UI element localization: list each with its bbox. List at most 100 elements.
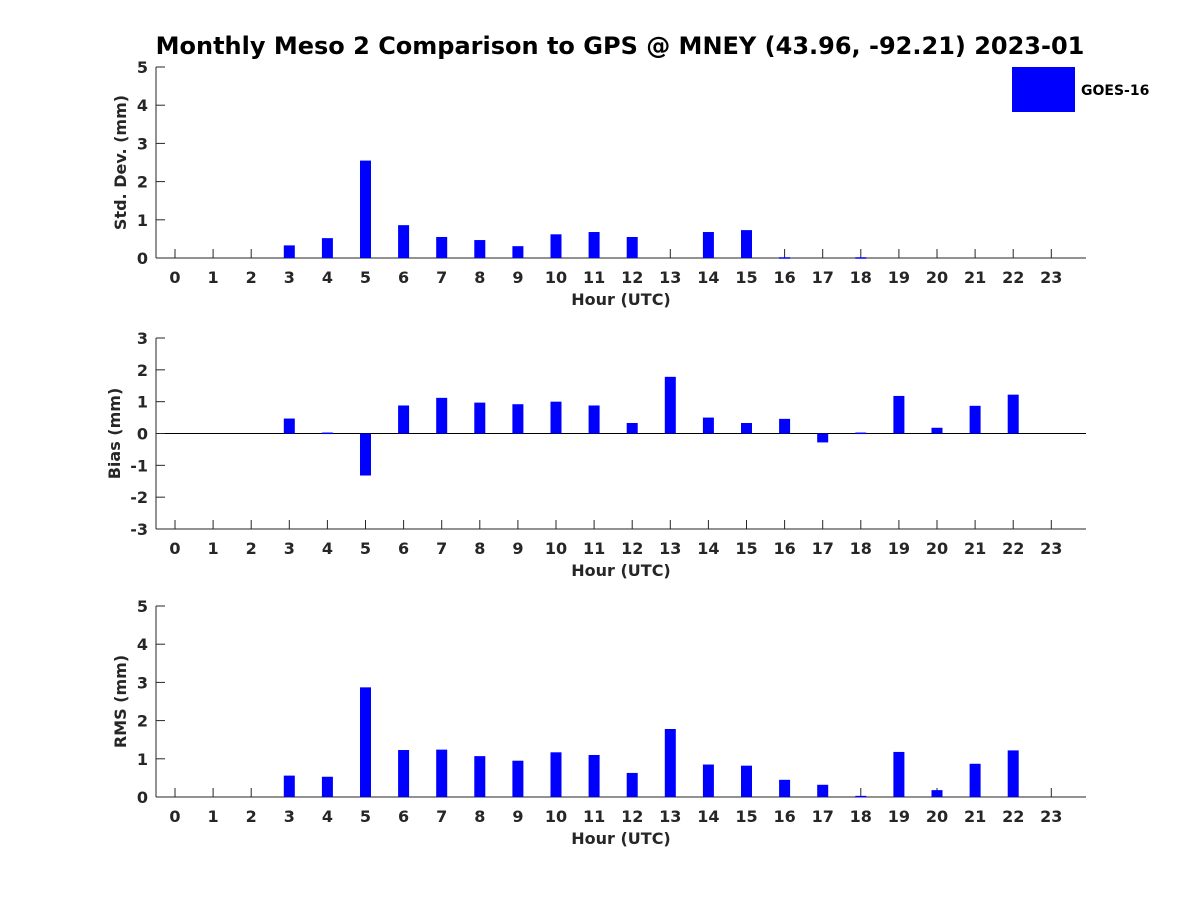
std-xtick-label: 23 xyxy=(1040,268,1062,287)
bias-xtick-label: 13 xyxy=(659,539,681,558)
std-bar-hour-15 xyxy=(741,230,752,258)
std-bar-hour-12 xyxy=(626,236,638,258)
bias-bar-hour-18 xyxy=(855,432,867,435)
bias-xtick-label: 20 xyxy=(926,539,948,558)
rms-xtick-label: 19 xyxy=(888,807,910,826)
rms-bar-hour-18 xyxy=(855,795,867,798)
rms-bar-hour-7 xyxy=(436,749,448,797)
bias-bar-hour-11 xyxy=(588,405,600,434)
rms-bar-hour-16 xyxy=(779,779,791,797)
rms-xtick-label: 11 xyxy=(583,807,605,826)
rms-xtick-label: 18 xyxy=(850,807,872,826)
std-ytick-label: 5 xyxy=(137,58,148,77)
rms-xtick-label: 13 xyxy=(659,807,681,826)
rms-xtick-label: 14 xyxy=(697,807,719,826)
std-xtick-label: 9 xyxy=(512,268,523,287)
std-xtick-label: 6 xyxy=(398,268,409,287)
rms-xtick-label: 17 xyxy=(812,807,834,826)
rms-xtick-label: 4 xyxy=(322,807,333,826)
std-xtick-label: 21 xyxy=(964,268,986,287)
rms-xtick-label: 20 xyxy=(926,807,948,826)
rms-xtick-label: 7 xyxy=(436,807,447,826)
std-xtick-label: 18 xyxy=(850,268,872,287)
bias-bar-hour-20 xyxy=(931,427,943,434)
bias-xtick-label: 19 xyxy=(888,539,910,558)
bias-xlabel: Hour (UTC) xyxy=(571,561,671,580)
rms-xlabel: Hour (UTC) xyxy=(571,829,671,848)
bias-ytick-label: -3 xyxy=(130,520,148,539)
rms-xtick-label: 12 xyxy=(621,807,643,826)
bias-ytick-label: 3 xyxy=(137,329,148,348)
rms-ytick-label: 5 xyxy=(137,597,148,616)
rms-bar-hour-12 xyxy=(626,772,638,797)
std-bar-hour-18 xyxy=(855,257,867,259)
bias-xtick-label: 17 xyxy=(812,539,834,558)
bias-bar-hour-17 xyxy=(817,433,829,443)
chart-title: Monthly Meso 2 Comparison to GPS @ MNEY … xyxy=(156,32,1085,60)
rms-ylabel: RMS (mm) xyxy=(111,655,130,748)
rms-bar-hour-8 xyxy=(474,756,486,797)
bias-xtick-label: 8 xyxy=(474,539,485,558)
std-xtick-label: 3 xyxy=(284,268,295,287)
bias-ytick-label: 2 xyxy=(137,361,148,380)
bias-ylabel: Bias (mm) xyxy=(105,388,124,480)
rms-bar-hour-14 xyxy=(702,764,714,797)
bias-xtick-label: 22 xyxy=(1002,539,1024,558)
bias-xtick-label: 5 xyxy=(360,539,371,558)
std-bar-hour-9 xyxy=(512,246,524,258)
std-xtick-label: 1 xyxy=(208,268,219,287)
std-xtick-label: 14 xyxy=(697,268,719,287)
rms-xtick-label: 2 xyxy=(246,807,257,826)
std-bar-hour-10 xyxy=(550,234,562,258)
rms-bar-hour-20 xyxy=(931,790,943,797)
std-xtick-label: 12 xyxy=(621,268,643,287)
std-ytick-label: 0 xyxy=(137,249,148,268)
rms-xtick-label: 16 xyxy=(773,807,795,826)
std-bar-hour-14 xyxy=(702,232,714,258)
rms-bar-hour-15 xyxy=(741,765,752,797)
rms-bar-hour-4 xyxy=(321,776,333,797)
bias-bar-hour-15 xyxy=(741,422,752,434)
std-ylabel: Std. Dev. (mm) xyxy=(111,95,130,230)
std-xtick-label: 20 xyxy=(926,268,948,287)
rms-xtick-label: 0 xyxy=(169,807,180,826)
bias-xtick-label: 2 xyxy=(246,539,257,558)
std-bar-hour-4 xyxy=(321,238,333,258)
rms-bar-hour-9 xyxy=(512,760,524,797)
legend-label: GOES-16 xyxy=(1081,83,1149,99)
std-xtick-label: 4 xyxy=(322,268,333,287)
rms-xtick-label: 15 xyxy=(735,807,757,826)
rms-bar-hour-6 xyxy=(398,750,410,797)
bias-bar-hour-16 xyxy=(779,418,791,434)
std-ytick-label: 2 xyxy=(137,173,148,192)
std-xtick-label: 7 xyxy=(436,268,447,287)
bias-xtick-label: 21 xyxy=(964,539,986,558)
std-bar-hour-6 xyxy=(398,225,410,258)
bias-bar-hour-9 xyxy=(512,404,524,434)
std-bar-hour-3 xyxy=(283,245,295,258)
bias-bar-hour-13 xyxy=(664,376,676,434)
bias-bar-hour-4 xyxy=(321,432,333,435)
bias-xtick-label: 10 xyxy=(545,539,567,558)
std-xtick-label: 2 xyxy=(246,268,257,287)
rms-xtick-label: 3 xyxy=(284,807,295,826)
std-xtick-label: 19 xyxy=(888,268,910,287)
rms-xtick-label: 23 xyxy=(1040,807,1062,826)
rms-xtick-label: 21 xyxy=(964,807,986,826)
bias-xtick-label: 3 xyxy=(284,539,295,558)
bias-bar-hour-8 xyxy=(474,402,486,434)
std-xtick-label: 22 xyxy=(1002,268,1024,287)
std-xtick-label: 5 xyxy=(360,268,371,287)
bias-xtick-label: 7 xyxy=(436,539,447,558)
bias-ytick-label: -1 xyxy=(130,456,148,475)
legend-swatch xyxy=(1012,67,1075,112)
std-xtick-label: 16 xyxy=(773,268,795,287)
rms-xtick-label: 10 xyxy=(545,807,567,826)
std-ytick-label: 3 xyxy=(137,134,148,153)
bias-bar-hour-12 xyxy=(626,422,638,434)
rms-bar-hour-3 xyxy=(283,775,295,797)
rms-xtick-label: 1 xyxy=(208,807,219,826)
rms-ytick-label: 1 xyxy=(137,750,148,769)
